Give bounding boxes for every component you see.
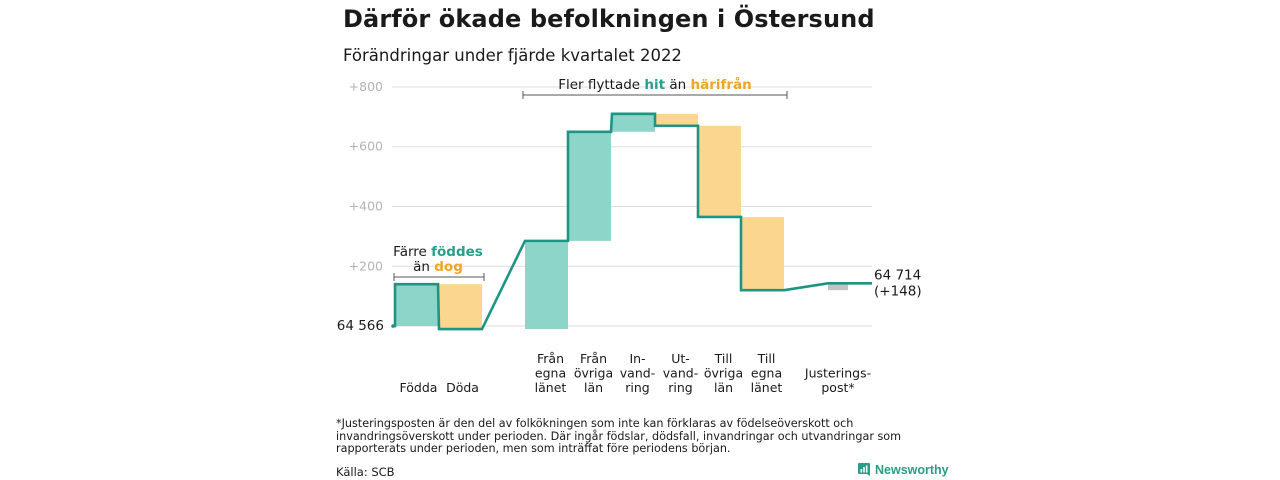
source-label: Källa: SCB (336, 465, 395, 479)
waterfall-bar (828, 283, 848, 291)
waterfall-bar (439, 284, 482, 330)
category-label: län (714, 380, 733, 395)
start-value-label: 64 566 (337, 318, 384, 334)
category-label: Ut- (671, 351, 690, 366)
category-label: länet (535, 380, 567, 395)
category-label: länet (751, 380, 783, 395)
category-label: egna (535, 366, 566, 381)
annotation-text: Färre (393, 244, 431, 260)
category-label: Till (714, 351, 733, 366)
chart-title: Därför ökade befolkningen i Östersund (343, 5, 875, 33)
annotation-migration: Fler flyttade hit än härifrån (558, 76, 752, 93)
end-value-label: 64 714 (874, 267, 921, 283)
waterfall-bar (568, 131, 611, 241)
annotation-text: Fler flyttade (558, 77, 644, 93)
category-label: Döda (446, 380, 479, 395)
start-marker (391, 324, 395, 328)
waterfall-bar (395, 284, 438, 327)
category-label: post* (821, 380, 854, 395)
chart-subtitle: Förändringar under fjärde kvartalet 2022 (343, 46, 682, 65)
annotation-births-line2: än dog (413, 259, 463, 275)
y-tick-label: +400 (349, 199, 383, 214)
annotation-highlight-in: hit (644, 77, 665, 93)
category-label: ring (668, 380, 692, 395)
y-tick-label: +800 (349, 79, 383, 94)
category-label: vand- (663, 366, 698, 381)
category-label: Från (580, 351, 607, 366)
category-label: Till (757, 351, 776, 366)
category-label: vand- (620, 366, 655, 381)
cumulative-step-line (392, 112, 872, 331)
annotation-highlight-births: föddes (431, 244, 483, 260)
newsworthy-logo-icon (858, 463, 870, 476)
category-label: Från (537, 351, 564, 366)
annotation-text: än (413, 259, 434, 275)
category-label: övriga (704, 366, 743, 381)
waterfall-bar (655, 113, 698, 126)
annotation-text: än (665, 77, 690, 93)
category-label: egna (751, 366, 782, 381)
category-label: Justerings- (804, 366, 871, 381)
waterfall-bar (698, 125, 741, 217)
waterfall-bar (525, 240, 568, 330)
category-label: län (584, 380, 603, 395)
category-label: övriga (574, 366, 613, 381)
footnote: *Justeringsposten är den del av folkökni… (336, 417, 902, 456)
category-label: ring (625, 380, 649, 395)
brand[interactable]: Newsworthy (858, 463, 949, 477)
y-tick-label: +200 (349, 258, 383, 273)
y-tick-label: +600 (349, 139, 383, 154)
annotation-highlight-deaths: dog (434, 259, 463, 275)
category-label: Födda (400, 380, 438, 395)
waterfall-bar (741, 216, 784, 291)
annotation-highlight-out: härifrån (691, 76, 752, 93)
waterfall-bar (612, 113, 655, 132)
brand-name: Newsworthy (875, 463, 949, 477)
annotation-births-line1: Färre föddes (393, 244, 483, 260)
category-label: In- (629, 351, 645, 366)
end-change-label: (+148) (874, 283, 922, 299)
